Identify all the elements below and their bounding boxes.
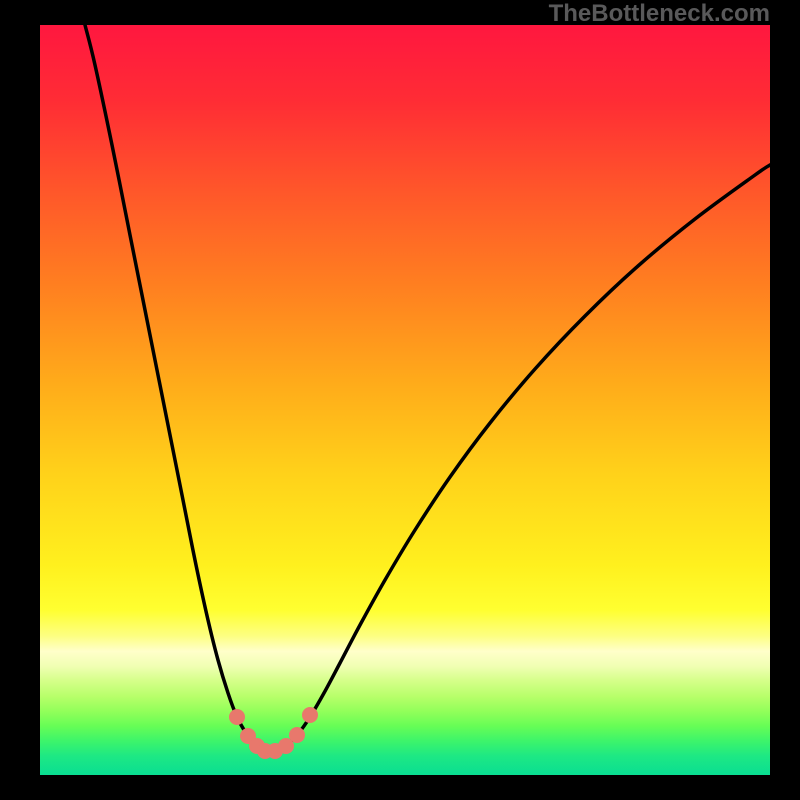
- bottleneck-chart: [0, 0, 800, 800]
- marker-point: [229, 709, 245, 725]
- chart-container: TheBottleneck.com: [0, 0, 800, 800]
- plot-background: [40, 25, 770, 775]
- watermark-text: TheBottleneck.com: [549, 0, 770, 28]
- marker-point: [289, 727, 305, 743]
- marker-point: [302, 707, 318, 723]
